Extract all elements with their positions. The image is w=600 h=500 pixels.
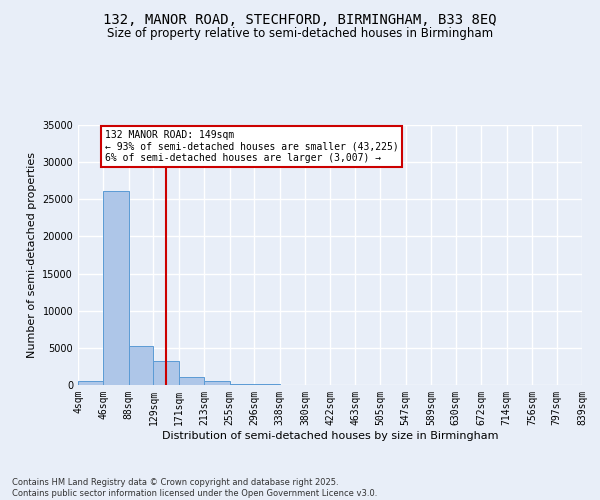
Bar <box>129 346 154 385</box>
Bar <box>154 361 179 385</box>
Bar <box>78 382 103 385</box>
Text: 132, MANOR ROAD, STECHFORD, BIRMINGHAM, B33 8EQ: 132, MANOR ROAD, STECHFORD, BIRMINGHAM, … <box>103 12 497 26</box>
Bar <box>204 382 230 385</box>
Text: Contains HM Land Registry data © Crown copyright and database right 2025.
Contai: Contains HM Land Registry data © Crown c… <box>12 478 377 498</box>
X-axis label: Distribution of semi-detached houses by size in Birmingham: Distribution of semi-detached houses by … <box>162 430 498 440</box>
Y-axis label: Number of semi-detached properties: Number of semi-detached properties <box>27 152 37 358</box>
Bar <box>254 384 280 385</box>
Text: Size of property relative to semi-detached houses in Birmingham: Size of property relative to semi-detach… <box>107 28 493 40</box>
Text: 132 MANOR ROAD: 149sqm
← 93% of semi-detached houses are smaller (43,225)
6% of : 132 MANOR ROAD: 149sqm ← 93% of semi-det… <box>104 130 398 164</box>
Bar <box>179 377 204 385</box>
Bar <box>230 384 254 385</box>
Bar <box>103 191 129 385</box>
